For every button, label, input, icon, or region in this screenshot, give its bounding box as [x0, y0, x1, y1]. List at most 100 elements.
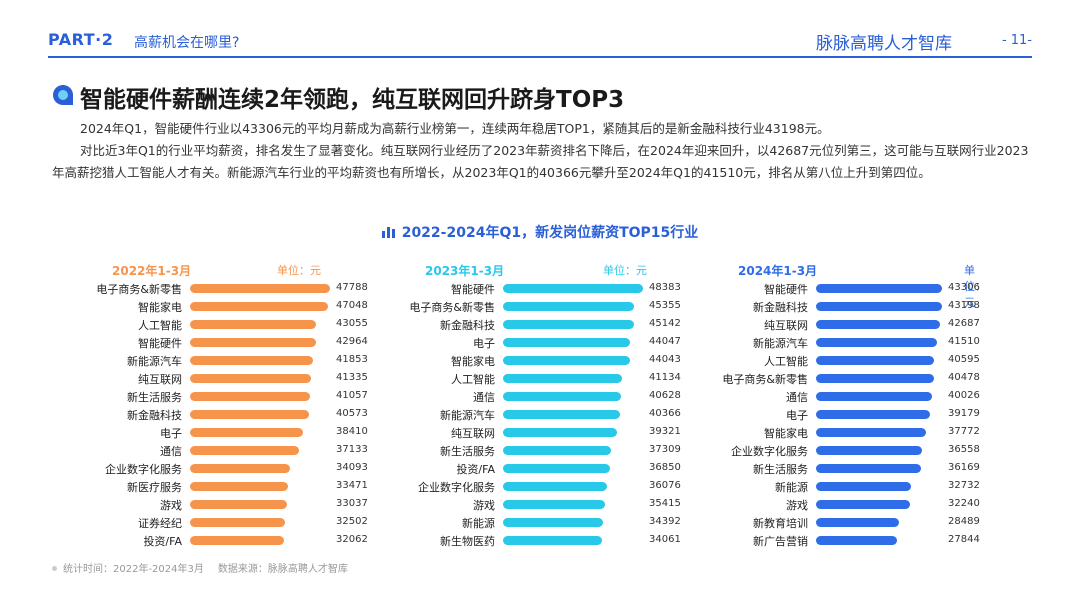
category-label: 企业数字化服务 — [105, 463, 182, 476]
bar — [503, 536, 602, 545]
paragraph-1: 2024年Q1，智能硬件行业以43306元的平均月薪成为高薪行业榜第一，连续两年… — [80, 121, 830, 136]
category-label: 电子 — [473, 337, 495, 350]
value-label: 48383 — [649, 282, 681, 293]
value-label: 27844 — [948, 534, 980, 545]
bar-row: 电子 38410 — [52, 423, 368, 441]
category-label: 电子商务&新零售 — [409, 301, 495, 314]
bar — [816, 464, 922, 473]
bar-row: 新金融科技 40573 — [52, 405, 368, 423]
bar-row: 智能家电 47048 — [52, 297, 368, 315]
value-label: 34061 — [649, 534, 681, 545]
category-label: 游戏 — [473, 499, 495, 512]
bar-row: 新能源汽车 40366 — [365, 405, 681, 423]
value-label: 32062 — [336, 534, 368, 545]
value-label: 41057 — [336, 390, 368, 401]
category-label: 新能源汽车 — [753, 337, 808, 350]
bar-row: 人工智能 43055 — [52, 315, 368, 333]
value-label: 40595 — [948, 354, 980, 365]
bar-row: 新生活服务 37309 — [365, 441, 681, 459]
bar — [190, 392, 311, 401]
value-label: 45142 — [649, 318, 681, 329]
category-label: 智能硬件 — [138, 337, 182, 350]
value-label: 40366 — [649, 408, 681, 419]
category-label: 新生活服务 — [440, 445, 495, 458]
bar-row: 新医疗服务 33471 — [52, 477, 368, 495]
value-label: 44047 — [649, 336, 681, 347]
bar-row: 纯互联网 39321 — [365, 423, 681, 441]
value-label: 43306 — [948, 282, 980, 293]
category-label: 新能源 — [775, 481, 808, 494]
bar-row: 新广告营销 27844 — [678, 531, 980, 549]
value-label: 41853 — [336, 354, 368, 365]
headline-bubble-icon — [53, 85, 73, 105]
value-label: 36850 — [649, 462, 681, 473]
chart-title: 2022-2024年Q1，新发岗位薪资TOP15行业 — [381, 222, 698, 242]
bar — [816, 284, 942, 293]
bar — [816, 500, 910, 509]
bar-row: 企业数字化服务 34093 — [52, 459, 368, 477]
footer: 统计时间：2022年-2024年3月 数据来源：脉脉高聘人才智库 — [52, 560, 348, 575]
category-label: 新生物医药 — [440, 535, 495, 548]
category-label: 人工智能 — [451, 373, 495, 386]
bar-row: 人工智能 40595 — [678, 351, 980, 369]
bar — [503, 410, 620, 419]
bar — [190, 338, 316, 347]
category-label: 新生活服务 — [127, 391, 182, 404]
bar — [816, 374, 934, 383]
bar — [190, 500, 287, 509]
category-label: 新能源 — [462, 517, 495, 530]
bar — [190, 356, 313, 365]
bar — [816, 338, 937, 347]
category-label: 电子 — [786, 409, 808, 422]
category-label: 证券经纪 — [138, 517, 182, 530]
bar — [816, 446, 923, 455]
bar — [503, 338, 631, 347]
bar — [503, 302, 635, 311]
category-label: 新能源汽车 — [440, 409, 495, 422]
chart-panel-2024: 2024年1-3月 单位：元 智能硬件 43306 新金融科技 43198 纯互联网 42… — [678, 262, 986, 552]
bar-rows: 电子商务&新零售 47788 智能家电 47048 人工智能 43055 智能硬件 42964… — [52, 279, 368, 549]
category-label: 纯互联网 — [138, 373, 182, 386]
category-label: 智能家电 — [764, 427, 808, 440]
bar-row: 新生物医药 34061 — [365, 531, 681, 549]
bar-row: 纯互联网 41335 — [52, 369, 368, 387]
category-label: 游戏 — [160, 499, 182, 512]
bar-row: 新能源 34392 — [365, 513, 681, 531]
bar — [503, 482, 608, 491]
bar — [503, 356, 631, 365]
category-label: 人工智能 — [764, 355, 808, 368]
value-label: 32732 — [948, 480, 980, 491]
bar — [190, 284, 330, 293]
data-source: 数据来源：脉脉高聘人才智库 — [217, 564, 348, 575]
panel-year-title: 2022年1-3月 — [112, 264, 192, 278]
panel-unit: 单位：元 — [603, 264, 647, 277]
bar — [190, 518, 286, 527]
category-label: 新生活服务 — [753, 463, 808, 476]
bar — [503, 284, 643, 293]
value-label: 35415 — [649, 498, 681, 509]
value-label: 34093 — [336, 462, 368, 473]
value-label: 32240 — [948, 498, 980, 509]
chart-panel-2022: 2022年1-3月 单位：元 电子商务&新零售 47788 智能家电 47048 人工智… — [52, 262, 368, 552]
value-label: 40628 — [649, 390, 681, 401]
value-label: 28489 — [948, 516, 980, 527]
bar — [816, 536, 897, 545]
bar — [503, 446, 611, 455]
value-label: 37772 — [948, 426, 980, 437]
page-header: PART·2 高薪机会在哪里? 脉脉高聘人才智库 - 11- — [48, 28, 1032, 58]
bar-row: 新能源 32732 — [678, 477, 980, 495]
value-label: 40478 — [948, 372, 980, 383]
chart-panel-2023: 2023年1-3月 单位：元 智能硬件 48383 电子商务&新零售 45355 新金融… — [365, 262, 681, 552]
category-label: 新能源汽车 — [127, 355, 182, 368]
panel-year-title: 2023年1-3月 — [425, 264, 505, 278]
bar — [816, 518, 899, 527]
bar-row: 新能源汽车 41510 — [678, 333, 980, 351]
bar — [816, 302, 942, 311]
bar-chart-icon — [381, 227, 395, 238]
bar-row: 游戏 32240 — [678, 495, 980, 513]
value-label: 43055 — [336, 318, 368, 329]
bar — [816, 410, 930, 419]
bar-row: 智能硬件 42964 — [52, 333, 368, 351]
value-label: 41335 — [336, 372, 368, 383]
bar-row: 智能硬件 48383 — [365, 279, 681, 297]
